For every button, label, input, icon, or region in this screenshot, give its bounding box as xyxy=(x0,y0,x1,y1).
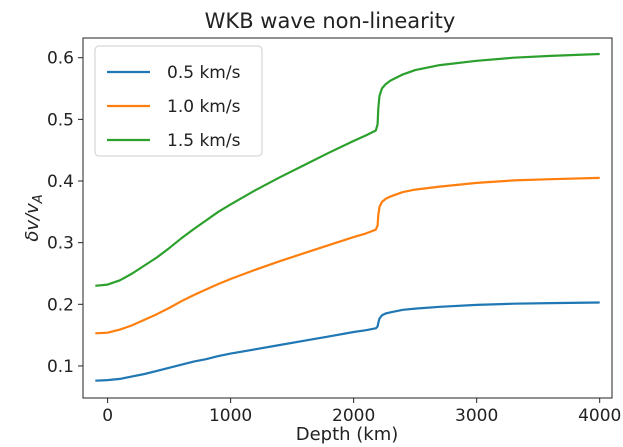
legend-entries: 0.5 km/s 1.0 km/s 1.5 km/s xyxy=(107,63,241,151)
ticks-layer: 0 1000 2000 3000 4000 0.1 0.2 0.3 0.4 0.5 0.6 xyxy=(47,49,621,426)
y-tick-label: 0.6 xyxy=(47,49,74,69)
x-tick-label: 3000 xyxy=(455,406,498,426)
x-tick-label: 4000 xyxy=(578,406,621,426)
x-tick-label: 1000 xyxy=(209,406,252,426)
y-axis-title: δv/vA xyxy=(22,194,46,241)
series-line-1 xyxy=(95,301,600,382)
y-tick-label: 0.1 xyxy=(47,357,74,377)
legend-label: 0.5 km/s xyxy=(167,63,241,83)
legend-label: 1.0 km/s xyxy=(167,97,241,117)
y-tick-label: 0.2 xyxy=(47,295,74,315)
x-tick-label: 0 xyxy=(102,406,113,426)
chart-title: WKB wave non-linearity xyxy=(205,9,456,33)
lines-layer xyxy=(95,52,600,382)
y-tick-label: 0.3 xyxy=(47,234,74,254)
y-tick-label: 0.5 xyxy=(47,110,74,130)
series-line-3 xyxy=(95,52,600,287)
x-tick-label: 2000 xyxy=(332,406,375,426)
y-axis-title-main: δv/v xyxy=(22,203,43,242)
y-tick-label: 0.4 xyxy=(47,172,74,192)
legend-frame xyxy=(94,45,263,157)
x-axis-title: Depth (km) xyxy=(296,424,399,445)
series-line-2 xyxy=(95,176,600,335)
y-axis-title-sub: A xyxy=(31,194,46,204)
legend: 0.5 km/s 1.0 km/s 1.5 km/s xyxy=(94,45,263,157)
legend-label: 1.5 km/s xyxy=(167,131,241,151)
